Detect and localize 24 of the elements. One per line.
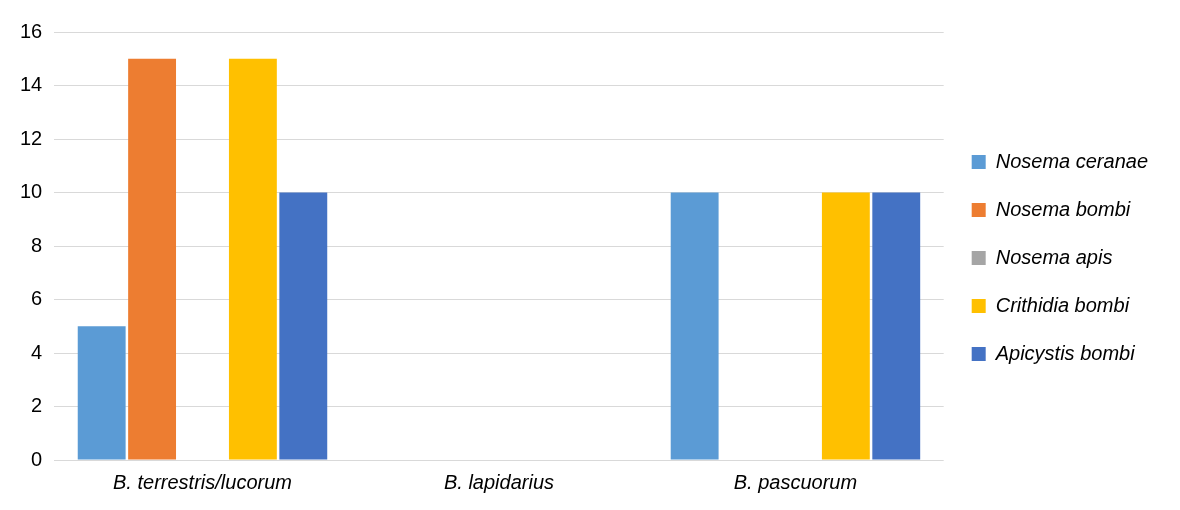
legend-label: Nosema apis bbox=[995, 245, 1113, 268]
y-tick-label: 16 bbox=[20, 19, 43, 42]
bar bbox=[821, 192, 870, 460]
y-tick-label: 14 bbox=[20, 73, 43, 96]
x-tick-label: B. pascuorum bbox=[733, 470, 858, 493]
x-tick-label: B. terrestris/lucorum bbox=[113, 470, 292, 493]
legend-label: Crithidia bombi bbox=[995, 293, 1130, 316]
y-tick-label: 8 bbox=[31, 233, 43, 256]
bar bbox=[872, 192, 921, 460]
legend-label: Nosema ceranae bbox=[995, 149, 1149, 172]
bar bbox=[228, 58, 277, 460]
legend-label: Nosema bombi bbox=[995, 197, 1131, 220]
bar bbox=[670, 192, 719, 460]
legend-label: Apicystis bombi bbox=[994, 341, 1136, 364]
y-tick-label: 2 bbox=[31, 394, 43, 417]
y-tick-label: 6 bbox=[31, 287, 43, 310]
bar bbox=[77, 326, 126, 460]
y-tick-label: 0 bbox=[31, 447, 43, 470]
y-tick-label: 12 bbox=[20, 126, 43, 149]
bar bbox=[128, 58, 177, 460]
bar bbox=[279, 192, 328, 460]
y-tick-label: 10 bbox=[20, 180, 43, 203]
y-tick-label: 4 bbox=[31, 340, 43, 363]
x-tick-label: B. lapidarius bbox=[443, 470, 554, 493]
